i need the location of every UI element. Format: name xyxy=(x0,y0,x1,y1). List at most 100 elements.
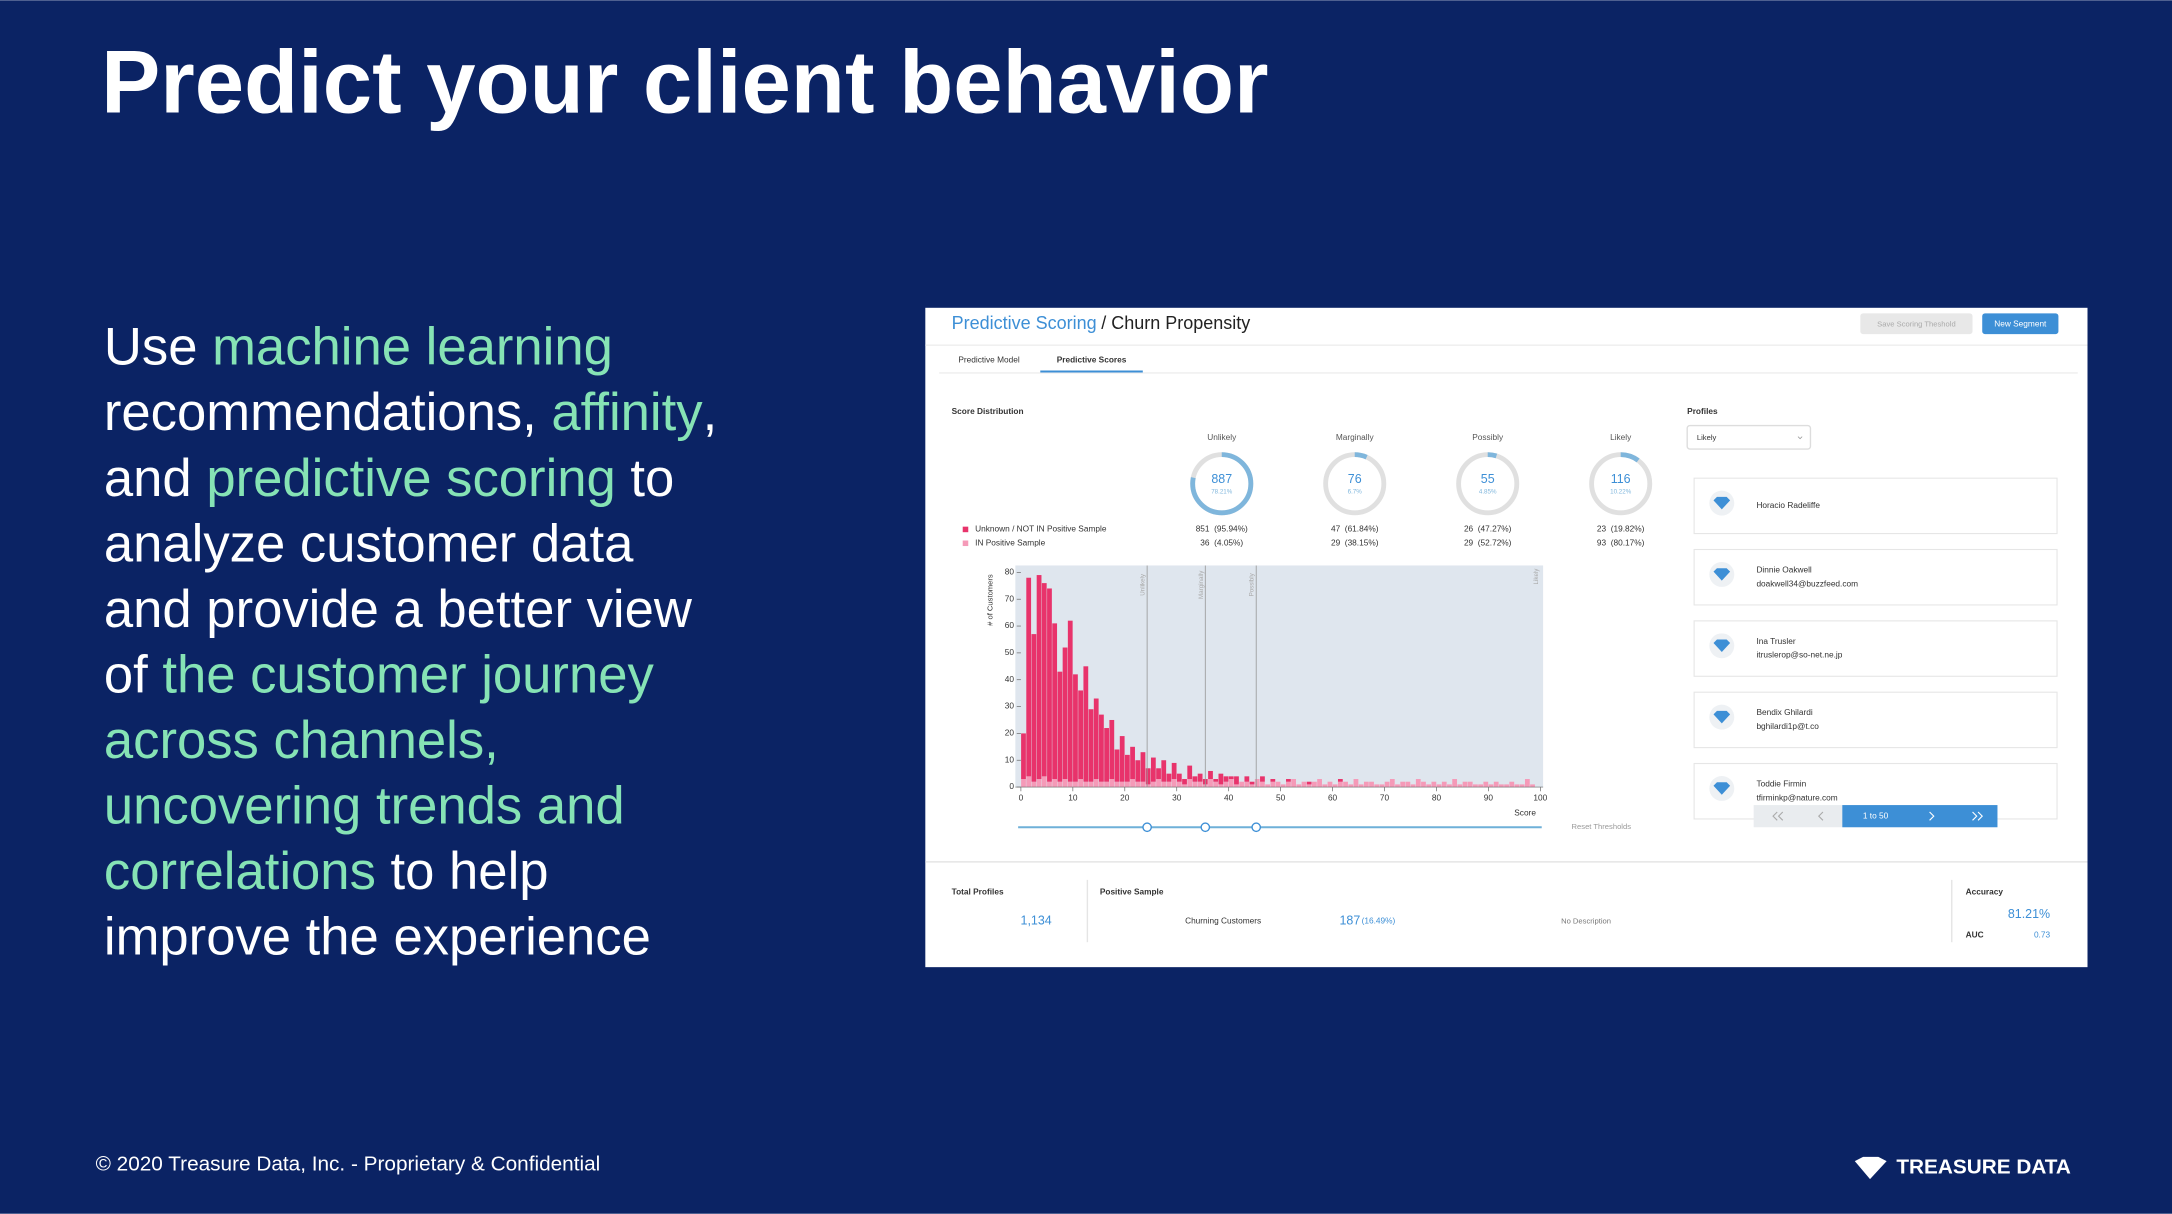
body-line: improve the experience xyxy=(104,907,651,966)
body-text: improve the experience xyxy=(104,907,651,966)
save-button-label[interactable]: Save Scoring Theshold xyxy=(1877,319,1956,328)
histogram-bar xyxy=(1088,709,1094,782)
sample-count: 47 (61.84%) xyxy=(1331,524,1379,534)
histogram-bar xyxy=(1031,634,1037,782)
histogram-bar xyxy=(1322,784,1328,788)
histogram-bar xyxy=(1187,765,1193,780)
body-text: Use machine learning recommendations, aff… xyxy=(104,318,717,967)
threshold-label: Possibly xyxy=(1249,572,1256,596)
profile-name: Horacio Radeliffe xyxy=(1756,500,1820,510)
profile-name: Ina Trusler xyxy=(1756,636,1795,646)
histogram-bar xyxy=(1047,781,1052,788)
histogram-bar xyxy=(1124,781,1130,788)
breadcrumb-link[interactable]: Predictive Scoring xyxy=(952,313,1097,333)
histogram-bar xyxy=(1239,781,1245,788)
x-tick-label: 80 xyxy=(1432,792,1442,802)
histogram-bar xyxy=(1317,779,1322,788)
histogram-bar xyxy=(1166,781,1172,788)
histogram-bar xyxy=(1187,779,1193,788)
profile-card[interactable] xyxy=(1693,620,2058,677)
histogram-bar xyxy=(1483,781,1489,788)
profile-card[interactable] xyxy=(1693,691,2058,749)
histogram-bar xyxy=(1047,588,1052,782)
histogram-bar xyxy=(1223,781,1229,788)
highlight-text: predictive scoring xyxy=(206,449,616,508)
body-line: correlations to help xyxy=(104,842,549,901)
tab[interactable]: Predictive Model xyxy=(958,355,1019,365)
histogram-bar xyxy=(1130,779,1135,788)
histogram-bar xyxy=(1358,784,1364,788)
gauge-pct: 78.21% xyxy=(1211,489,1233,496)
histogram-bar xyxy=(1208,779,1213,788)
tab-active[interactable]: Predictive Scores xyxy=(1057,355,1127,365)
histogram-bar xyxy=(1286,779,1291,782)
slider-handle[interactable] xyxy=(1200,822,1211,833)
histogram-bar xyxy=(1135,760,1141,782)
body-line: recommendations, affinity, xyxy=(104,383,717,442)
histogram-bar xyxy=(1140,781,1146,788)
y-tick-label: 0 xyxy=(1009,781,1014,791)
histogram-bar xyxy=(1504,784,1509,788)
highlight-text: machine learning xyxy=(212,318,613,377)
legend-label: IN Positive Sample xyxy=(975,537,1045,547)
histogram-bar xyxy=(1093,779,1099,788)
x-tick-label: 10 xyxy=(1068,792,1078,802)
histogram-bar xyxy=(1182,784,1187,788)
body-line: Use machine learning xyxy=(104,318,613,377)
histogram-bar xyxy=(1083,781,1089,788)
reset-thresholds[interactable]: Reset Thresholds xyxy=(1572,822,1632,831)
histogram-bar xyxy=(1498,784,1504,788)
new-segment-button[interactable] xyxy=(1982,313,2059,335)
histogram-bar xyxy=(1270,779,1276,782)
histogram-bar xyxy=(1171,762,1177,780)
body-text: to help xyxy=(376,842,549,901)
histogram-bar xyxy=(1109,719,1115,780)
profiles-filter[interactable] xyxy=(1686,424,1812,450)
histogram-bar xyxy=(1057,671,1063,782)
histogram-bar xyxy=(1073,674,1078,782)
histogram-bar xyxy=(1208,770,1213,780)
x-tick-label: 30 xyxy=(1172,792,1182,802)
gauge-label: Likely xyxy=(1610,432,1632,442)
pagination-active xyxy=(1842,805,1998,828)
footer: © 2020 Treasure Data, Inc. - Proprietary… xyxy=(96,1153,601,1176)
histogram-bar xyxy=(1026,776,1032,788)
histogram-bar xyxy=(1441,781,1447,788)
profile-icon xyxy=(1713,639,1731,653)
slider-handle[interactable] xyxy=(1251,822,1262,833)
histogram-bar xyxy=(1410,784,1416,788)
gauge-arc xyxy=(1323,452,1387,516)
histogram-bar xyxy=(1088,781,1094,788)
histogram-bar xyxy=(1234,776,1239,785)
pagination-prev[interactable] xyxy=(1772,811,1824,821)
histogram-bar xyxy=(1099,714,1104,782)
histogram-bar xyxy=(1124,754,1130,782)
body-text: of xyxy=(104,645,163,704)
profile-list: Horacio Radeliffe Dinnie Oakwell doakwell3… xyxy=(1693,477,2058,820)
profile-email: doakwell34@buzzfeed.com xyxy=(1756,578,1858,588)
profile-icon xyxy=(1713,568,1731,581)
histogram-bar xyxy=(1260,776,1265,782)
histogram-bar xyxy=(1260,781,1265,788)
profiles-filter-value[interactable]: Likely xyxy=(1697,433,1717,442)
histogram-bar xyxy=(1228,779,1234,788)
pagination-next[interactable] xyxy=(1929,811,1984,821)
gauge-pct: 10.22% xyxy=(1610,489,1632,496)
histogram-bar xyxy=(1431,781,1437,788)
histogram-bar xyxy=(1369,781,1374,788)
histogram-bar xyxy=(1135,781,1141,788)
histogram-bar xyxy=(1519,784,1525,788)
histogram-bar xyxy=(1078,690,1084,780)
slider-handle[interactable] xyxy=(1142,822,1152,833)
gauge-label: Marginally xyxy=(1336,432,1375,442)
profile-card[interactable] xyxy=(1693,548,2058,606)
save-button[interactable] xyxy=(1860,313,1973,335)
x-tick-label: 0 xyxy=(1019,792,1024,802)
histogram-bar xyxy=(1119,736,1125,782)
histogram-bar xyxy=(1031,781,1037,788)
profile-card[interactable] xyxy=(1693,477,2058,535)
logo-text: TREASURE DATA xyxy=(1896,1155,2071,1178)
new-segment-label[interactable]: New Segment xyxy=(1994,319,2047,329)
histogram-bar xyxy=(1488,784,1494,788)
histogram-bar xyxy=(1150,781,1156,788)
